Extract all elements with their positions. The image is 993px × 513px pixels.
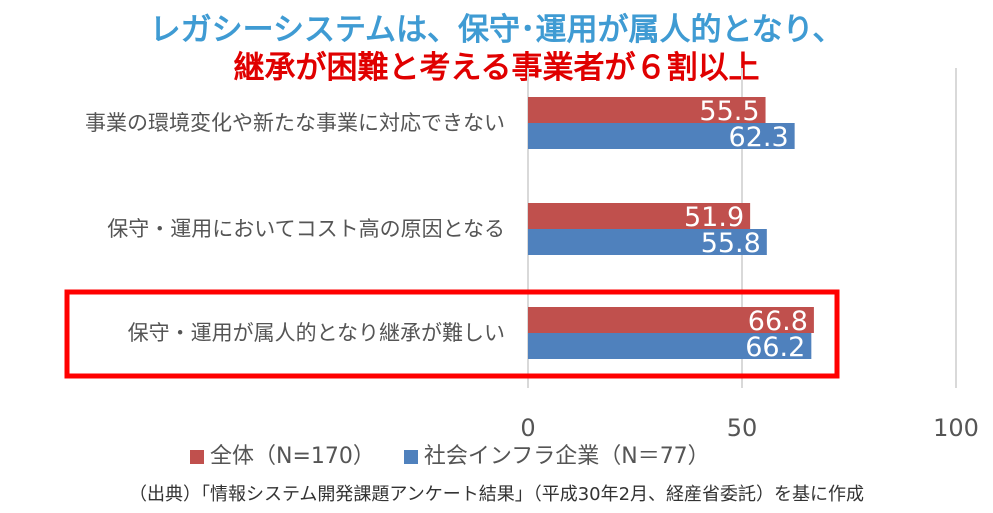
bar: [528, 333, 812, 359]
category-label: 保守・運用においてコスト高の原因となる: [107, 217, 505, 241]
data-label: 55.5: [699, 96, 759, 127]
bar: [528, 97, 766, 123]
bar-chart: 0 50 100 事業の環境変化や新たな事業に対応できない 55.562.3 保守・運用に…: [64, 68, 979, 442]
legend-item-infra: 社会インフラ企業（N＝77）: [403, 438, 710, 470]
data-label: 62.3: [729, 122, 789, 153]
x-tick-label: 50: [727, 414, 758, 442]
legend-label-infra: 社会インフラ企業（N＝77）: [423, 444, 710, 469]
legend-swatch-infra: [403, 450, 418, 464]
bar: [528, 203, 751, 229]
x-tick-label: 0: [520, 414, 535, 442]
data-label: 66.2: [745, 332, 805, 363]
source-note: （出典）「情報システム開発課題アンケート結果」（平成30年2月、経産省委託）を基…: [128, 484, 865, 505]
legend: 全体（N=170） 社会インフラ企業（N＝77）: [190, 438, 732, 470]
bar: [528, 123, 795, 149]
legend-item-all: 全体（N=170）: [190, 438, 375, 470]
x-tick-label: 100: [933, 414, 979, 442]
legend-label-all: 全体（N=170）: [210, 444, 375, 469]
data-label: 51.9: [684, 202, 744, 233]
highlight-box: [64, 289, 840, 379]
chart-title-line2: 継承が困難と考える事業者が６割以上: [233, 50, 760, 86]
bar: [528, 307, 814, 333]
category-label: 保守・運用が属人的となり継承が難しい: [128, 321, 505, 345]
data-label: 66.8: [748, 306, 808, 337]
data-label: 55.8: [701, 228, 761, 259]
category-label: 事業の環境変化や新たな事業に対応できない: [85, 111, 505, 135]
bar: [528, 229, 767, 255]
legend-swatch-all: [190, 450, 204, 464]
chart-title-line1: レガシーシステムは、保守･運用が属人的となり、: [149, 12, 844, 48]
